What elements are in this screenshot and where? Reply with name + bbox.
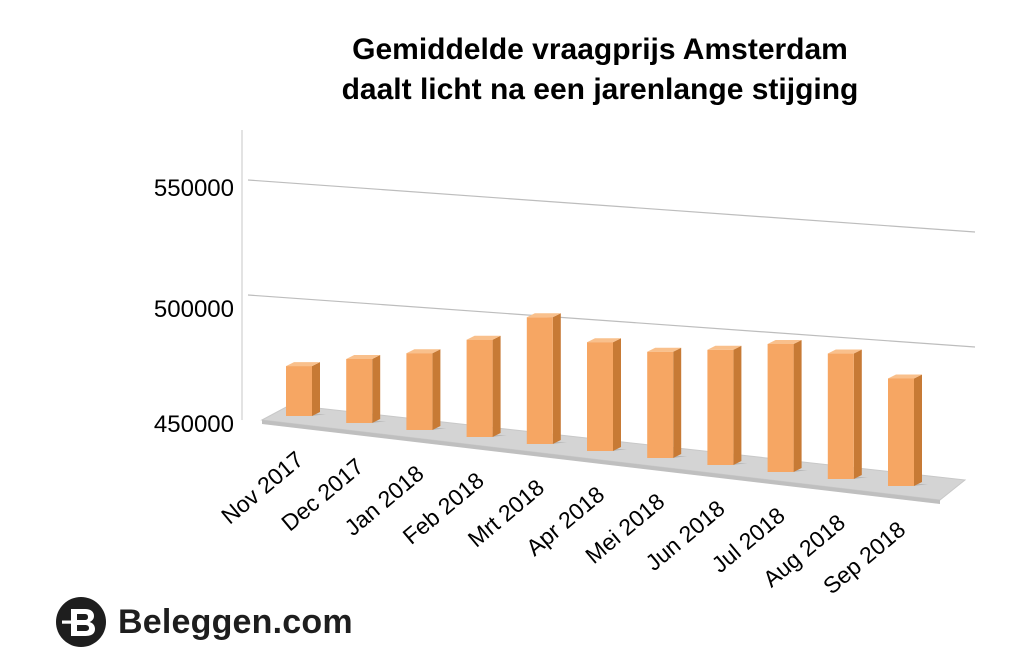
chart-title-line-1: Gemiddelde vraagprijs Amsterdam — [352, 33, 848, 66]
bar-top — [888, 374, 922, 379]
bar — [767, 340, 808, 472]
bar-side — [552, 313, 561, 444]
y-axis-labels: 450000 500000 550000 — [154, 175, 234, 438]
bar-top — [827, 349, 862, 354]
bar — [526, 313, 567, 444]
bar-top — [647, 347, 682, 352]
bar-side — [793, 340, 802, 472]
bar-side — [492, 335, 501, 437]
bar-front — [888, 378, 914, 486]
y-tick-label: 500000 — [154, 296, 234, 323]
bar-front — [466, 339, 493, 437]
bar-side — [673, 347, 682, 458]
bar — [707, 345, 748, 465]
bar — [827, 349, 868, 479]
bar-front — [767, 344, 794, 472]
bar — [406, 349, 447, 430]
grid-line — [247, 294, 976, 348]
bar-side — [853, 349, 862, 479]
grid-layer — [241, 130, 976, 420]
bar-side — [733, 345, 742, 465]
bar — [286, 362, 326, 416]
bar-front — [587, 342, 613, 451]
bar-top — [286, 362, 320, 367]
bar-top — [466, 335, 501, 340]
bar — [888, 374, 928, 486]
bar — [587, 338, 627, 451]
bar-side — [613, 338, 621, 451]
floor-edge — [262, 420, 940, 504]
bar-front — [827, 353, 854, 479]
bar-top — [707, 345, 742, 350]
bar-top — [406, 349, 441, 354]
bar — [346, 355, 387, 423]
bar-side — [432, 349, 441, 430]
bar-front — [346, 359, 373, 423]
y-tick-label: 450000 — [154, 411, 234, 438]
bar-front — [406, 353, 433, 430]
bar-front — [526, 317, 553, 444]
grid-line — [247, 179, 976, 233]
bar-front — [707, 349, 734, 465]
bar-top — [767, 340, 802, 344]
bar-side — [312, 362, 320, 416]
beleggen-b-icon — [56, 597, 106, 647]
bar-top — [346, 355, 381, 359]
bar-side — [914, 374, 922, 486]
chart-title-line-2: daalt licht na een jarenlange stijging — [341, 73, 859, 106]
bar-front — [647, 351, 674, 458]
bar-side — [372, 355, 381, 423]
bars-layer — [286, 313, 928, 486]
y-tick-label: 550000 — [154, 175, 234, 202]
brand-name: Beleggen.com — [118, 602, 353, 641]
chart-title: Gemiddelde vraagprijs Amsterdam daalt li… — [0, 30, 1031, 110]
brand-logo: Beleggen.com — [54, 594, 353, 650]
bar-front — [286, 366, 312, 416]
bar — [647, 347, 688, 458]
bar-top — [526, 313, 561, 318]
bar-top — [587, 338, 621, 343]
bar — [466, 335, 507, 437]
